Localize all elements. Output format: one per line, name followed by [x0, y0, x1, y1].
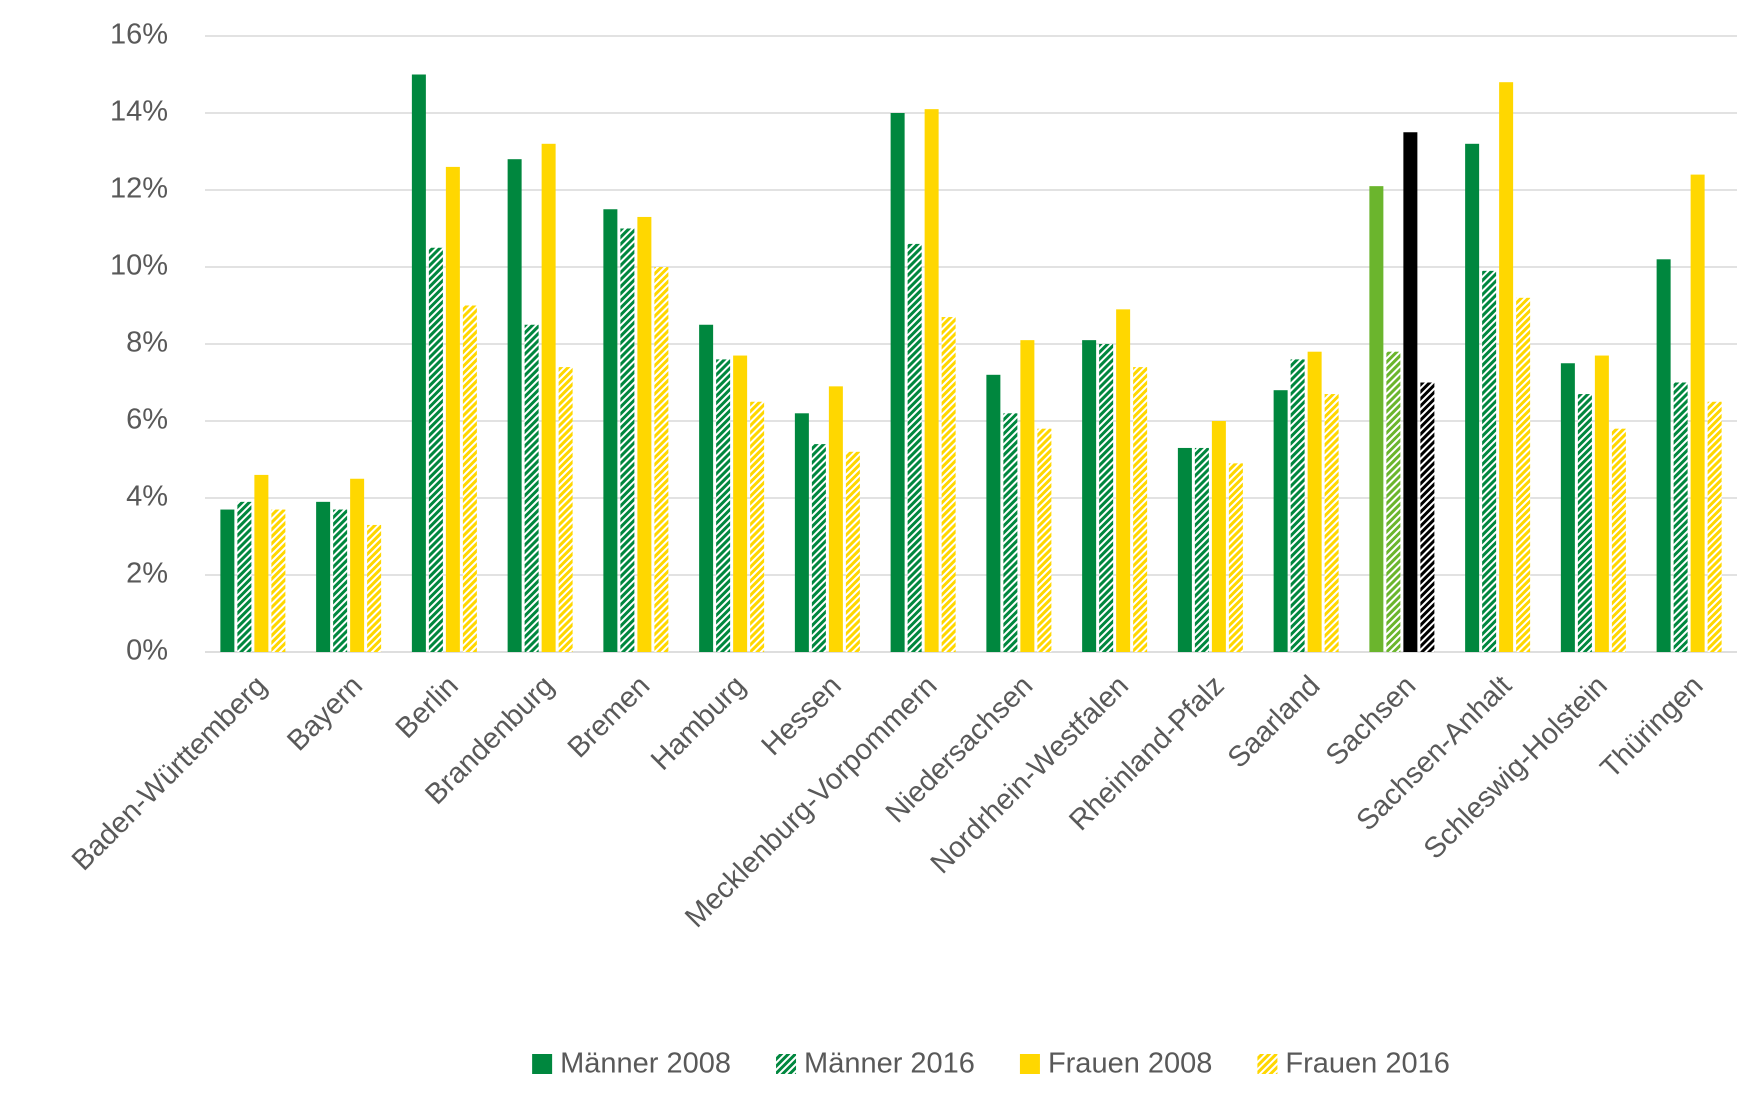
bar — [890, 113, 905, 652]
x-tick-label: Hamburg — [645, 670, 752, 777]
bar — [733, 355, 748, 652]
bar — [333, 509, 348, 652]
bar — [1673, 382, 1688, 652]
bar — [1482, 270, 1497, 652]
bar — [845, 451, 860, 652]
legend-marker — [776, 1054, 797, 1074]
bar — [1228, 463, 1243, 652]
bar — [986, 374, 1001, 652]
bar — [1082, 340, 1097, 652]
x-tick-label: Sachsen — [1320, 670, 1422, 772]
bar — [1324, 394, 1339, 652]
legend-marker — [532, 1054, 553, 1074]
bar — [507, 159, 522, 652]
x-tick-label: Thüringen — [1595, 670, 1710, 785]
y-tick-label: 14% — [110, 96, 168, 128]
bar — [271, 509, 286, 652]
bar — [254, 474, 269, 652]
bar — [1516, 297, 1531, 652]
bar — [1611, 428, 1626, 652]
bar — [1465, 143, 1480, 653]
legend-label: Männer 2016 — [804, 1048, 975, 1080]
bar — [445, 166, 460, 652]
y-tick-label: 6% — [126, 404, 168, 436]
y-tick-label: 2% — [126, 558, 168, 590]
y-tick-label: 4% — [126, 481, 168, 513]
bar — [1037, 428, 1052, 652]
bar — [1307, 351, 1322, 652]
bar — [1386, 351, 1401, 652]
bar — [924, 109, 939, 652]
bar — [1133, 367, 1148, 652]
x-tick-label: Bayern — [281, 670, 369, 758]
legend-marker — [1257, 1054, 1278, 1074]
bar — [941, 317, 956, 652]
y-tick-label: 8% — [126, 327, 168, 359]
bar — [1560, 363, 1575, 652]
bar — [907, 243, 922, 652]
y-tick-label: 0% — [126, 635, 168, 667]
x-tick-label: Saarland — [1222, 670, 1327, 775]
bar — [1690, 174, 1705, 652]
bar — [1499, 82, 1514, 652]
bar — [1177, 447, 1192, 652]
x-tick-label: Schleswig-Holstein — [1418, 670, 1614, 866]
bar — [654, 267, 669, 652]
legend-marker — [1019, 1054, 1040, 1074]
bar — [541, 143, 556, 653]
y-tick-label: 16% — [110, 19, 168, 51]
bar — [428, 247, 443, 652]
bar — [411, 74, 426, 652]
bar — [699, 324, 714, 652]
legend-label: Frauen 2016 — [1285, 1048, 1449, 1080]
bar — [603, 209, 618, 652]
legend-label: Männer 2008 — [560, 1048, 731, 1080]
bar — [716, 359, 731, 652]
bar — [558, 367, 573, 652]
bar — [524, 324, 539, 652]
y-tick-label: 12% — [110, 173, 168, 205]
bar — [620, 228, 635, 652]
bar — [1211, 421, 1226, 652]
x-tick-label: Hessen — [756, 670, 848, 762]
bar — [1003, 413, 1018, 652]
x-tick-label: Berlin — [390, 670, 465, 745]
bar — [1194, 447, 1209, 652]
bar — [1116, 309, 1131, 652]
bar — [237, 501, 252, 652]
bar — [1403, 132, 1418, 652]
bar — [828, 386, 843, 652]
bar — [1273, 390, 1288, 652]
bar — [367, 524, 382, 652]
bar — [794, 413, 809, 652]
bar — [637, 216, 652, 652]
bar — [1577, 394, 1592, 652]
legend: Männer 2008 Männer 2016 Frauen 2008 Frauen … — [532, 1048, 1450, 1080]
x-tick-label: Bremen — [562, 670, 656, 764]
bar — [1099, 344, 1114, 652]
bar — [1020, 340, 1035, 652]
bar — [811, 444, 826, 652]
y-tick-label: 10% — [110, 250, 168, 282]
bar — [1369, 186, 1384, 652]
bar — [1594, 355, 1609, 652]
x-tick-label: Baden-Württemberg — [66, 670, 273, 877]
bar — [1290, 359, 1305, 652]
bar — [462, 305, 477, 652]
bar — [750, 401, 765, 652]
bar — [350, 478, 365, 652]
bar — [220, 509, 235, 652]
bar — [1656, 259, 1671, 652]
bar — [1420, 382, 1435, 652]
bar — [316, 501, 331, 652]
legend-label: Frauen 2008 — [1048, 1048, 1212, 1080]
bar — [1707, 401, 1722, 652]
